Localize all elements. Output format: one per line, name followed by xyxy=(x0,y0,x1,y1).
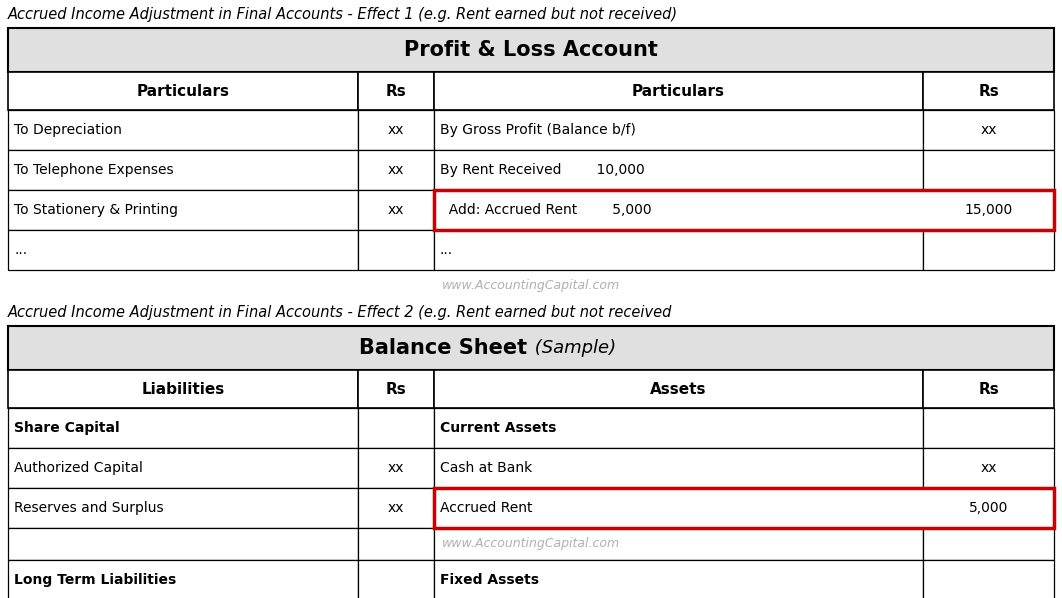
Bar xyxy=(433,488,923,528)
Text: To Stationery & Printing: To Stationery & Printing xyxy=(14,203,178,217)
Text: Assets: Assets xyxy=(650,382,706,396)
Bar xyxy=(433,72,923,110)
Text: Particulars: Particulars xyxy=(632,84,725,99)
Bar xyxy=(358,110,433,150)
Text: Reserves and Surplus: Reserves and Surplus xyxy=(14,501,164,515)
Text: Balance Sheet: Balance Sheet xyxy=(359,338,527,358)
Bar xyxy=(923,72,1054,110)
Text: Share Capital: Share Capital xyxy=(14,421,120,435)
Text: Authorized Capital: Authorized Capital xyxy=(14,461,143,475)
Bar xyxy=(8,230,358,270)
Bar xyxy=(358,408,433,448)
Bar xyxy=(358,72,433,110)
Bar xyxy=(358,448,433,488)
Text: xx: xx xyxy=(388,163,405,177)
Bar xyxy=(433,560,923,598)
Text: Accrued Rent: Accrued Rent xyxy=(440,501,532,515)
Bar xyxy=(8,370,358,408)
Bar xyxy=(8,72,358,110)
Bar xyxy=(358,150,433,190)
Bar xyxy=(433,528,923,560)
Text: Liabilities: Liabilities xyxy=(141,382,225,396)
Bar xyxy=(433,370,923,408)
Text: Accrued Income Adjustment in Final Accounts - Effect 1 (e.g. Rent earned but not: Accrued Income Adjustment in Final Accou… xyxy=(8,8,679,23)
Bar xyxy=(8,326,1054,370)
Text: ...: ... xyxy=(440,243,452,257)
Bar xyxy=(923,150,1054,190)
Text: xx: xx xyxy=(388,501,405,515)
Text: (Sample): (Sample) xyxy=(529,339,616,357)
Bar xyxy=(433,230,923,270)
Text: xx: xx xyxy=(388,123,405,137)
Bar xyxy=(923,370,1054,408)
Bar xyxy=(433,190,1054,230)
Bar xyxy=(8,448,358,488)
Text: Fixed Assets: Fixed Assets xyxy=(440,573,538,587)
Text: xx: xx xyxy=(980,461,997,475)
Bar xyxy=(8,28,1054,72)
Text: Rs: Rs xyxy=(386,382,407,396)
Text: To Telephone Expenses: To Telephone Expenses xyxy=(14,163,173,177)
Bar xyxy=(923,448,1054,488)
Text: xx: xx xyxy=(980,123,997,137)
Text: Long Term Liabilities: Long Term Liabilities xyxy=(14,573,176,587)
Bar xyxy=(358,230,433,270)
Bar xyxy=(8,488,358,528)
Text: Particulars: Particulars xyxy=(137,84,229,99)
Bar xyxy=(433,448,923,488)
Text: Add: Accrued Rent        5,000: Add: Accrued Rent 5,000 xyxy=(440,203,651,217)
Bar xyxy=(358,488,433,528)
Text: Current Assets: Current Assets xyxy=(440,421,556,435)
Bar xyxy=(8,560,358,598)
Text: By Rent Received        10,000: By Rent Received 10,000 xyxy=(440,163,645,177)
Bar xyxy=(8,528,358,560)
Text: To Depreciation: To Depreciation xyxy=(14,123,122,137)
Bar xyxy=(923,110,1054,150)
Bar xyxy=(923,230,1054,270)
Bar xyxy=(358,528,433,560)
Bar xyxy=(433,408,923,448)
Bar xyxy=(923,528,1054,560)
Bar xyxy=(358,370,433,408)
Bar xyxy=(433,190,923,230)
Text: Rs: Rs xyxy=(978,84,999,99)
Bar xyxy=(8,190,358,230)
Bar xyxy=(433,150,923,190)
Text: www.AccountingCapital.com: www.AccountingCapital.com xyxy=(442,538,620,551)
Bar xyxy=(358,560,433,598)
Text: Cash at Bank: Cash at Bank xyxy=(440,461,532,475)
Bar xyxy=(433,488,1054,528)
Text: www.AccountingCapital.com: www.AccountingCapital.com xyxy=(442,279,620,292)
Text: Rs: Rs xyxy=(386,84,407,99)
Bar xyxy=(923,190,1054,230)
Bar xyxy=(433,110,923,150)
Bar xyxy=(358,190,433,230)
Bar xyxy=(923,488,1054,528)
Text: Rs: Rs xyxy=(978,382,999,396)
Bar xyxy=(923,560,1054,598)
Text: Accrued Income Adjustment in Final Accounts - Effect 2 (e.g. Rent earned but not: Accrued Income Adjustment in Final Accou… xyxy=(8,306,672,321)
Text: ...: ... xyxy=(14,243,28,257)
Text: 15,000: 15,000 xyxy=(964,203,1013,217)
Text: 5,000: 5,000 xyxy=(969,501,1008,515)
Bar xyxy=(8,110,358,150)
Bar xyxy=(8,408,358,448)
Bar xyxy=(8,150,358,190)
Text: By Gross Profit (Balance b/f): By Gross Profit (Balance b/f) xyxy=(440,123,635,137)
Text: Profit & Loss Account: Profit & Loss Account xyxy=(404,40,658,60)
Text: xx: xx xyxy=(388,461,405,475)
Text: xx: xx xyxy=(388,203,405,217)
Bar xyxy=(923,408,1054,448)
